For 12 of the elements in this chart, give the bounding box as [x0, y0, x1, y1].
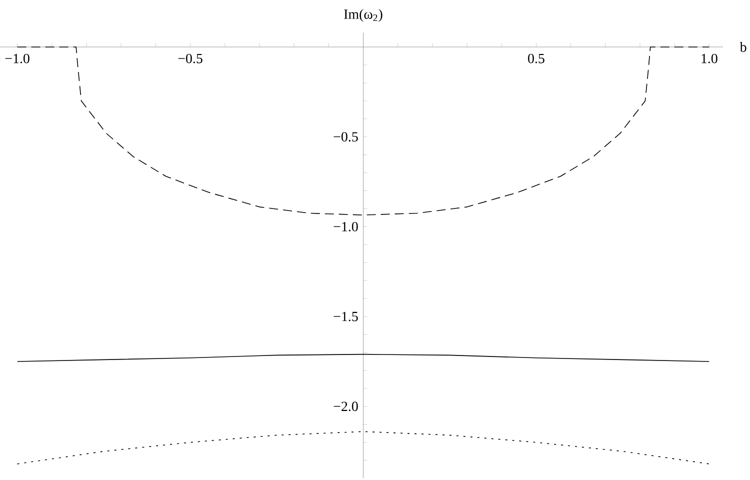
- x-tick-label: 1.0: [702, 54, 718, 64]
- x-tick-label: −0.5: [178, 54, 202, 64]
- x-tick-label: 0.5: [528, 54, 544, 64]
- y-tick-label: −2.0: [334, 402, 358, 412]
- y-axis-title: Im(ω$_{2}$): [344, 9, 382, 22]
- line-series: [16, 431, 710, 464]
- x-axis-title: b: [740, 42, 746, 52]
- line-series: [16, 354, 710, 362]
- y-tick-label: −0.5: [334, 132, 358, 142]
- y-tick-label: −1.0: [334, 222, 358, 232]
- x-tick-label: −1.0: [5, 54, 30, 64]
- y-tick-label: −1.5: [334, 312, 358, 322]
